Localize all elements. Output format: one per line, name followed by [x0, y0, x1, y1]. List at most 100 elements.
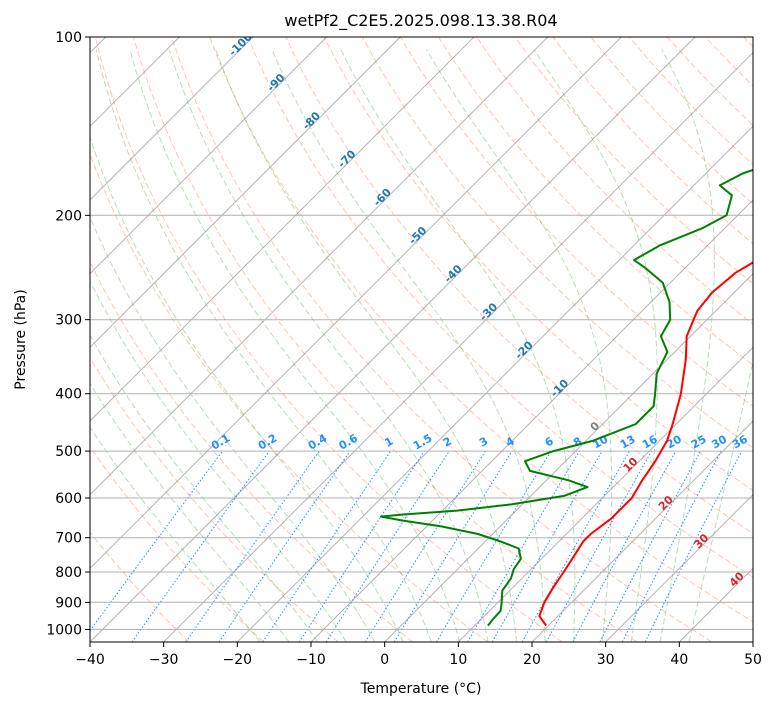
moist-adiabat-line	[659, 49, 715, 642]
isotherm-line	[90, 37, 475, 422]
dry-adiabat-line	[209, 37, 753, 623]
dry-adiabat-line	[285, 37, 753, 535]
plot-area: 0.1 0.2 0.4 0.6 1 1.5 2 3 4 6 8 10 13 16 20 25 30 36-100-…	[90, 37, 753, 642]
x-tick-label: 40	[670, 652, 688, 668]
mixing-ratio-label: 8	[571, 435, 584, 450]
x-tick-label: −40	[75, 652, 105, 668]
isotherm-label: -40	[442, 262, 465, 285]
isotherm-line	[605, 493, 753, 642]
x-tick-label: 20	[523, 652, 541, 668]
y-tick-label: 1000	[46, 622, 82, 638]
moist-adiabat-line	[168, 49, 489, 642]
y-tick-label: 800	[55, 565, 82, 581]
mixing-ratio-line	[393, 450, 513, 642]
x-tick-label: 0	[380, 652, 389, 668]
mixing-ratio-line	[364, 450, 486, 642]
isotherm-label: 20	[656, 493, 676, 513]
mixing-ratio-label: 16	[640, 432, 660, 451]
isotherm-label: -80	[300, 109, 323, 132]
mixing-ratio-label: 30	[709, 432, 729, 451]
mixing-ratio-label: 2	[441, 435, 454, 450]
mixing-ratio-label: 0.4	[306, 431, 330, 452]
isotherm-line	[90, 37, 622, 570]
isotherm-label: 30	[691, 531, 711, 551]
isotherm-line	[752, 641, 753, 642]
dry-adiabat-line	[90, 446, 264, 642]
isotherm-line	[90, 37, 549, 496]
moist-adiabat-line	[688, 358, 753, 642]
y-tick-label: 100	[55, 30, 82, 46]
temperature-profile	[538, 261, 753, 627]
moist-adiabats	[90, 49, 753, 642]
isotherm-line	[310, 199, 753, 642]
isotherm-line	[90, 37, 328, 275]
isotherm-line	[90, 37, 401, 349]
moist-adiabat-line	[90, 215, 376, 642]
moist-adiabat-line	[90, 334, 319, 642]
isotherm-label: -20	[513, 338, 536, 361]
y-tick-label: 300	[55, 313, 82, 329]
y-tick-label: 200	[55, 208, 82, 224]
mixing-ratio-line	[90, 450, 223, 632]
x-tick-label: −20	[223, 652, 253, 668]
isotherm-label: -50	[406, 224, 429, 247]
y-tick-label: 900	[55, 595, 82, 611]
mixing-ratio-line	[545, 450, 653, 642]
mixing-ratio-label: 0.1	[209, 432, 232, 453]
isobars	[90, 37, 753, 630]
dry-adiabat-line	[590, 37, 753, 205]
isotherm-label: -10	[548, 377, 571, 400]
isotherm-label: -60	[371, 186, 394, 209]
dry-adiabat-line	[94, 37, 563, 642]
y-tick-label: 600	[55, 491, 82, 507]
dry-adiabat-line	[132, 37, 638, 642]
mixing-ratio-line	[644, 450, 743, 642]
chart-title: wetPf2_C2E5.2025.098.13.38.R04	[284, 11, 557, 31]
dry-adiabat-line	[399, 37, 753, 407]
mixing-ratio-line	[185, 450, 320, 642]
x-tick-label: −30	[149, 652, 179, 668]
dry-adiabat-line	[171, 37, 712, 642]
x-tick-label: 30	[597, 652, 615, 668]
isotherm-label: -90	[264, 71, 287, 94]
mixing-ratio-label: 6	[543, 434, 556, 449]
x-tick-label: 10	[449, 652, 467, 668]
dewpoint-profile	[380, 168, 753, 627]
dry-adiabats	[90, 37, 753, 642]
mixing-ratio-line	[262, 450, 392, 642]
dry-adiabat-line	[90, 356, 339, 642]
dry-adiabat-line	[90, 152, 488, 642]
mixing-ratio-line	[325, 450, 450, 642]
y-axis-ticks: 100 200 300 400 500 600 700 800 900 1000	[46, 30, 90, 638]
mixing-ratio-line	[298, 450, 425, 642]
isotherm-line	[457, 346, 753, 642]
mixing-ratio-line	[621, 450, 722, 642]
moist-adiabat-line	[533, 49, 658, 642]
dry-adiabat-line	[437, 37, 753, 366]
mixing-ratio-line	[599, 450, 701, 642]
dry-adiabat-line	[743, 37, 753, 48]
mixing-ratio-line	[521, 450, 630, 642]
mixing-ratio-line	[131, 450, 270, 642]
isotherm-label: -70	[335, 147, 358, 170]
mixing-ratio-lines	[90, 450, 743, 642]
mixing-ratio-label: 1	[382, 435, 395, 450]
mixing-ratio-line	[218, 450, 351, 642]
moist-adiabat-line	[90, 135, 404, 642]
moist-adiabat-line	[340, 49, 576, 642]
moist-adiabat-line	[215, 49, 517, 642]
dry-adiabat-line	[90, 531, 190, 642]
mixing-ratio-label: 13	[618, 433, 638, 452]
sounding-profiles	[380, 168, 753, 627]
x-tick-label: 50	[744, 652, 762, 668]
mixing-ratio-label: 25	[689, 433, 709, 452]
dry-adiabat-line	[666, 37, 753, 126]
plot-frame	[89, 36, 754, 643]
mixing-ratio-label: 3	[477, 435, 490, 450]
y-tick-label: 400	[55, 387, 82, 403]
isotherm-line	[163, 51, 753, 642]
y-axis-label: Pressure (hPa)	[13, 289, 29, 389]
dry-adiabat-line	[514, 37, 753, 285]
isotherm-line	[678, 567, 753, 642]
